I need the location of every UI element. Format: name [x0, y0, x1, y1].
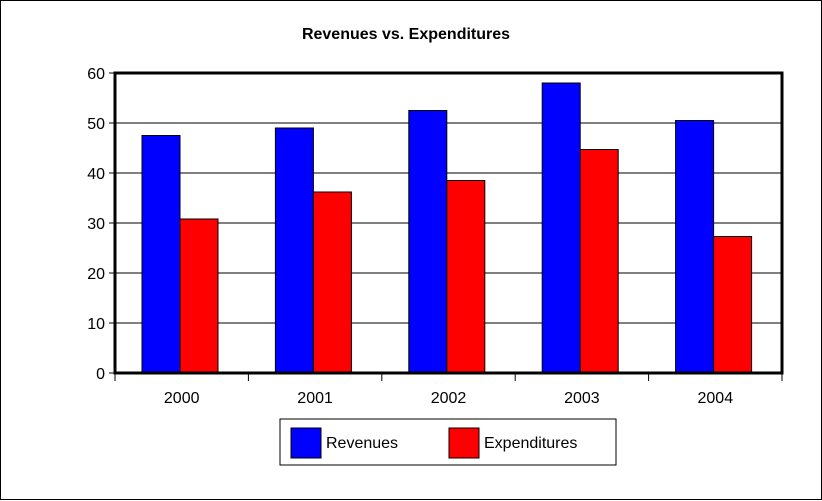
x-tick-label: 2000 [164, 390, 200, 407]
y-tick-label: 30 [87, 216, 105, 233]
bar-revenues-2003 [541, 82, 581, 374]
chart-title: Revenues vs. Expenditures [302, 26, 510, 43]
x-tick-label: 2004 [698, 390, 734, 407]
x-tick-label: 2001 [297, 390, 333, 407]
axes: 0 10 20 30 40 50 60 2000 2001 2002 2003 2004 [87, 66, 783, 407]
bar-revenues-2004 [675, 120, 715, 374]
x-tick-label: 2002 [431, 390, 467, 407]
y-tick-label: 20 [87, 266, 105, 283]
y-tick-label: 40 [87, 166, 105, 183]
bar-expenditures-2001 [312, 191, 352, 374]
bar-revenues-2001 [274, 127, 314, 374]
y-tick-label: 10 [87, 316, 105, 333]
bars [141, 82, 753, 374]
legend-label-revenues: Revenues [326, 435, 398, 452]
bar-revenues-2000 [141, 135, 181, 374]
bar-expenditures-2000 [179, 218, 219, 374]
y-tick-label: 50 [87, 116, 105, 133]
x-tick-label: 2003 [564, 390, 600, 407]
y-tick-label: 60 [87, 66, 105, 83]
bar-expenditures-2004 [713, 236, 753, 374]
legend-label-expenditures: Expenditures [484, 435, 577, 452]
legend-swatch-expenditures [448, 427, 480, 459]
bar-revenues-2002 [408, 110, 448, 374]
bar-expenditures-2002 [446, 180, 486, 374]
bar-expenditures-2003 [579, 149, 619, 374]
y-tick-label: 0 [96, 366, 105, 383]
legend-swatch-revenues [290, 427, 322, 459]
legend-box [279, 418, 617, 466]
legend: Revenues Expenditures [279, 418, 617, 466]
